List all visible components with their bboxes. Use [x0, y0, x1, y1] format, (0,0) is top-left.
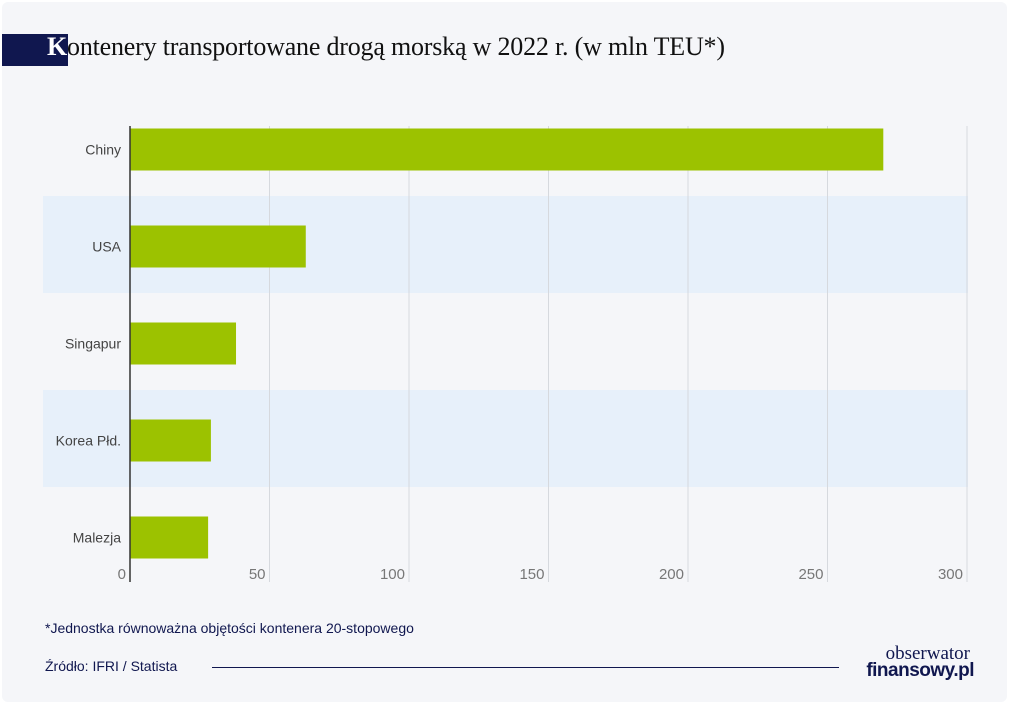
x-tick-label: 300	[938, 566, 963, 583]
brand-logo: obserwator finansowy.pl	[852, 643, 974, 686]
title-text: ontenery transportowane drogą morską w 2…	[67, 32, 725, 61]
logo-line-2: finansowy.pl	[866, 660, 974, 681]
category-label: Malezja	[73, 530, 121, 546]
bar	[130, 516, 209, 559]
chart-title: Kontenery transportowane drogą morską w …	[47, 32, 725, 62]
category-label: Singapur	[65, 336, 121, 352]
bar	[130, 419, 211, 462]
x-tick-label: 0	[118, 566, 126, 583]
category-label: Korea Płd.	[56, 433, 121, 449]
title-accent-block	[2, 34, 68, 66]
bar	[130, 128, 884, 171]
bar	[130, 322, 237, 365]
source-divider	[212, 667, 839, 668]
title-initial: K	[47, 32, 68, 61]
logo-line-1: obserwator	[885, 643, 970, 664]
bar	[130, 225, 306, 268]
category-label: USA	[92, 239, 121, 255]
category-label: Chiny	[85, 142, 121, 158]
footnote: *Jednostka równoważna objętości kontener…	[45, 620, 414, 636]
x-tick-label: 100	[380, 566, 405, 583]
x-tick-label: 50	[249, 566, 266, 583]
x-tick-label: 150	[519, 566, 544, 583]
x-tick-label: 250	[798, 566, 823, 583]
x-tick-label: 200	[659, 566, 684, 583]
source-note: Źródło: IFRI / Statista	[45, 658, 178, 674]
